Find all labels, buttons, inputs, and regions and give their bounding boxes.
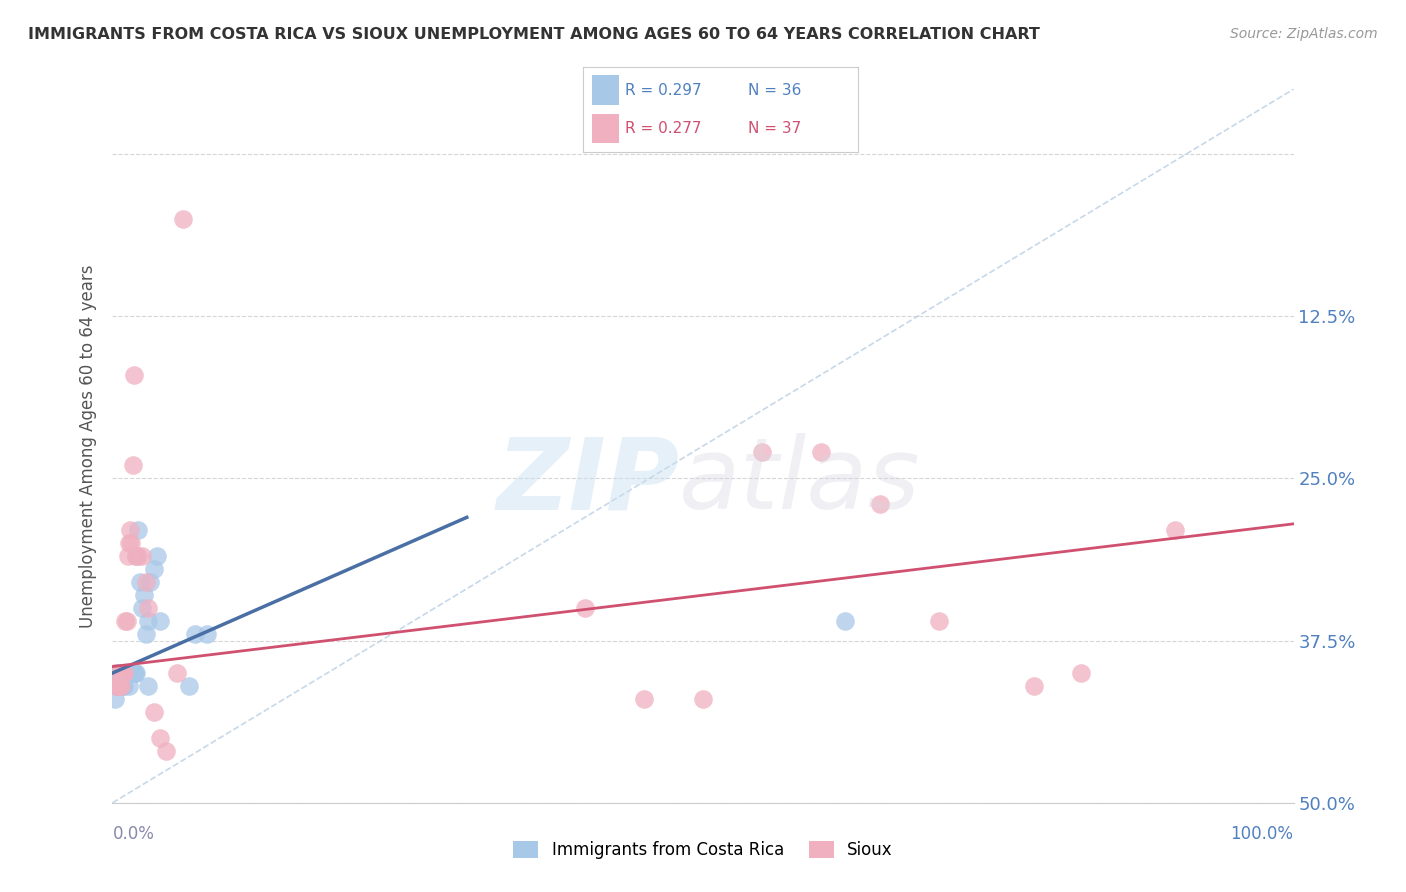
Text: 0.0%: 0.0% — [112, 825, 155, 843]
Point — [149, 614, 172, 628]
Point — [128, 575, 150, 590]
Point — [574, 601, 596, 615]
Text: atlas: atlas — [679, 434, 921, 530]
Point — [834, 614, 856, 628]
Text: IMMIGRANTS FROM COSTA RICA VS SIOUX UNEMPLOYMENT AMONG AGES 60 TO 64 YEARS CORRE: IMMIGRANTS FROM COSTA RICA VS SIOUX UNEM… — [28, 27, 1040, 42]
Point — [142, 705, 165, 719]
Point — [115, 614, 138, 628]
Bar — [592, 113, 619, 143]
Point — [110, 679, 132, 693]
Point — [869, 497, 891, 511]
Point — [112, 666, 135, 681]
Text: ZIP: ZIP — [496, 434, 679, 530]
Point — [110, 679, 132, 693]
Point — [136, 614, 159, 628]
Point — [105, 679, 128, 693]
Legend: Immigrants from Costa Rica, Sioux: Immigrants from Costa Rica, Sioux — [506, 834, 900, 866]
Point — [928, 614, 950, 628]
Point — [135, 575, 157, 590]
Point — [166, 666, 188, 681]
Point — [104, 666, 127, 681]
Point — [122, 666, 145, 681]
Point — [633, 692, 655, 706]
Point — [120, 666, 142, 681]
Point — [104, 692, 127, 706]
Point — [117, 549, 139, 564]
Point — [120, 524, 142, 538]
Point — [131, 601, 153, 615]
Text: R = 0.297: R = 0.297 — [624, 83, 702, 98]
Point — [111, 666, 134, 681]
Point — [139, 575, 162, 590]
Point — [135, 627, 157, 641]
Point — [134, 588, 156, 602]
Point — [125, 549, 148, 564]
Point — [179, 679, 201, 693]
Point — [125, 666, 148, 681]
Point — [136, 679, 159, 693]
Point — [1022, 679, 1045, 693]
Point — [146, 549, 169, 564]
Point — [127, 524, 149, 538]
Point — [184, 627, 207, 641]
Point — [124, 666, 146, 681]
Point — [107, 679, 129, 693]
Text: R = 0.277: R = 0.277 — [624, 120, 702, 136]
Point — [105, 666, 128, 681]
Point — [112, 679, 135, 693]
Point — [172, 211, 194, 226]
Point — [121, 458, 143, 473]
Point — [120, 536, 142, 550]
Text: 100.0%: 100.0% — [1230, 825, 1294, 843]
Point — [115, 666, 138, 681]
Point — [118, 536, 141, 550]
Point — [117, 666, 139, 681]
Point — [105, 679, 128, 693]
Point — [142, 562, 165, 576]
Point — [112, 666, 135, 681]
Point — [155, 744, 177, 758]
Text: Source: ZipAtlas.com: Source: ZipAtlas.com — [1230, 27, 1378, 41]
Point — [114, 666, 136, 681]
Text: N = 36: N = 36 — [748, 83, 801, 98]
Point — [131, 549, 153, 564]
Point — [149, 731, 172, 745]
Point — [125, 549, 148, 564]
Point — [105, 679, 128, 693]
Point — [111, 679, 134, 693]
Point — [114, 614, 136, 628]
Point — [112, 666, 135, 681]
Point — [108, 666, 131, 681]
Point — [108, 679, 131, 693]
Point — [120, 666, 142, 681]
Point — [195, 627, 218, 641]
Bar — [592, 76, 619, 105]
Text: N = 37: N = 37 — [748, 120, 801, 136]
Point — [1070, 666, 1092, 681]
Point — [810, 445, 832, 459]
Point — [127, 549, 149, 564]
Point — [118, 679, 141, 693]
Point — [122, 368, 145, 382]
Point — [121, 666, 143, 681]
Point — [692, 692, 714, 706]
Point — [112, 679, 135, 693]
Point — [751, 445, 773, 459]
Y-axis label: Unemployment Among Ages 60 to 64 years: Unemployment Among Ages 60 to 64 years — [79, 264, 97, 628]
Point — [107, 666, 129, 681]
Point — [136, 601, 159, 615]
Point — [1164, 524, 1187, 538]
